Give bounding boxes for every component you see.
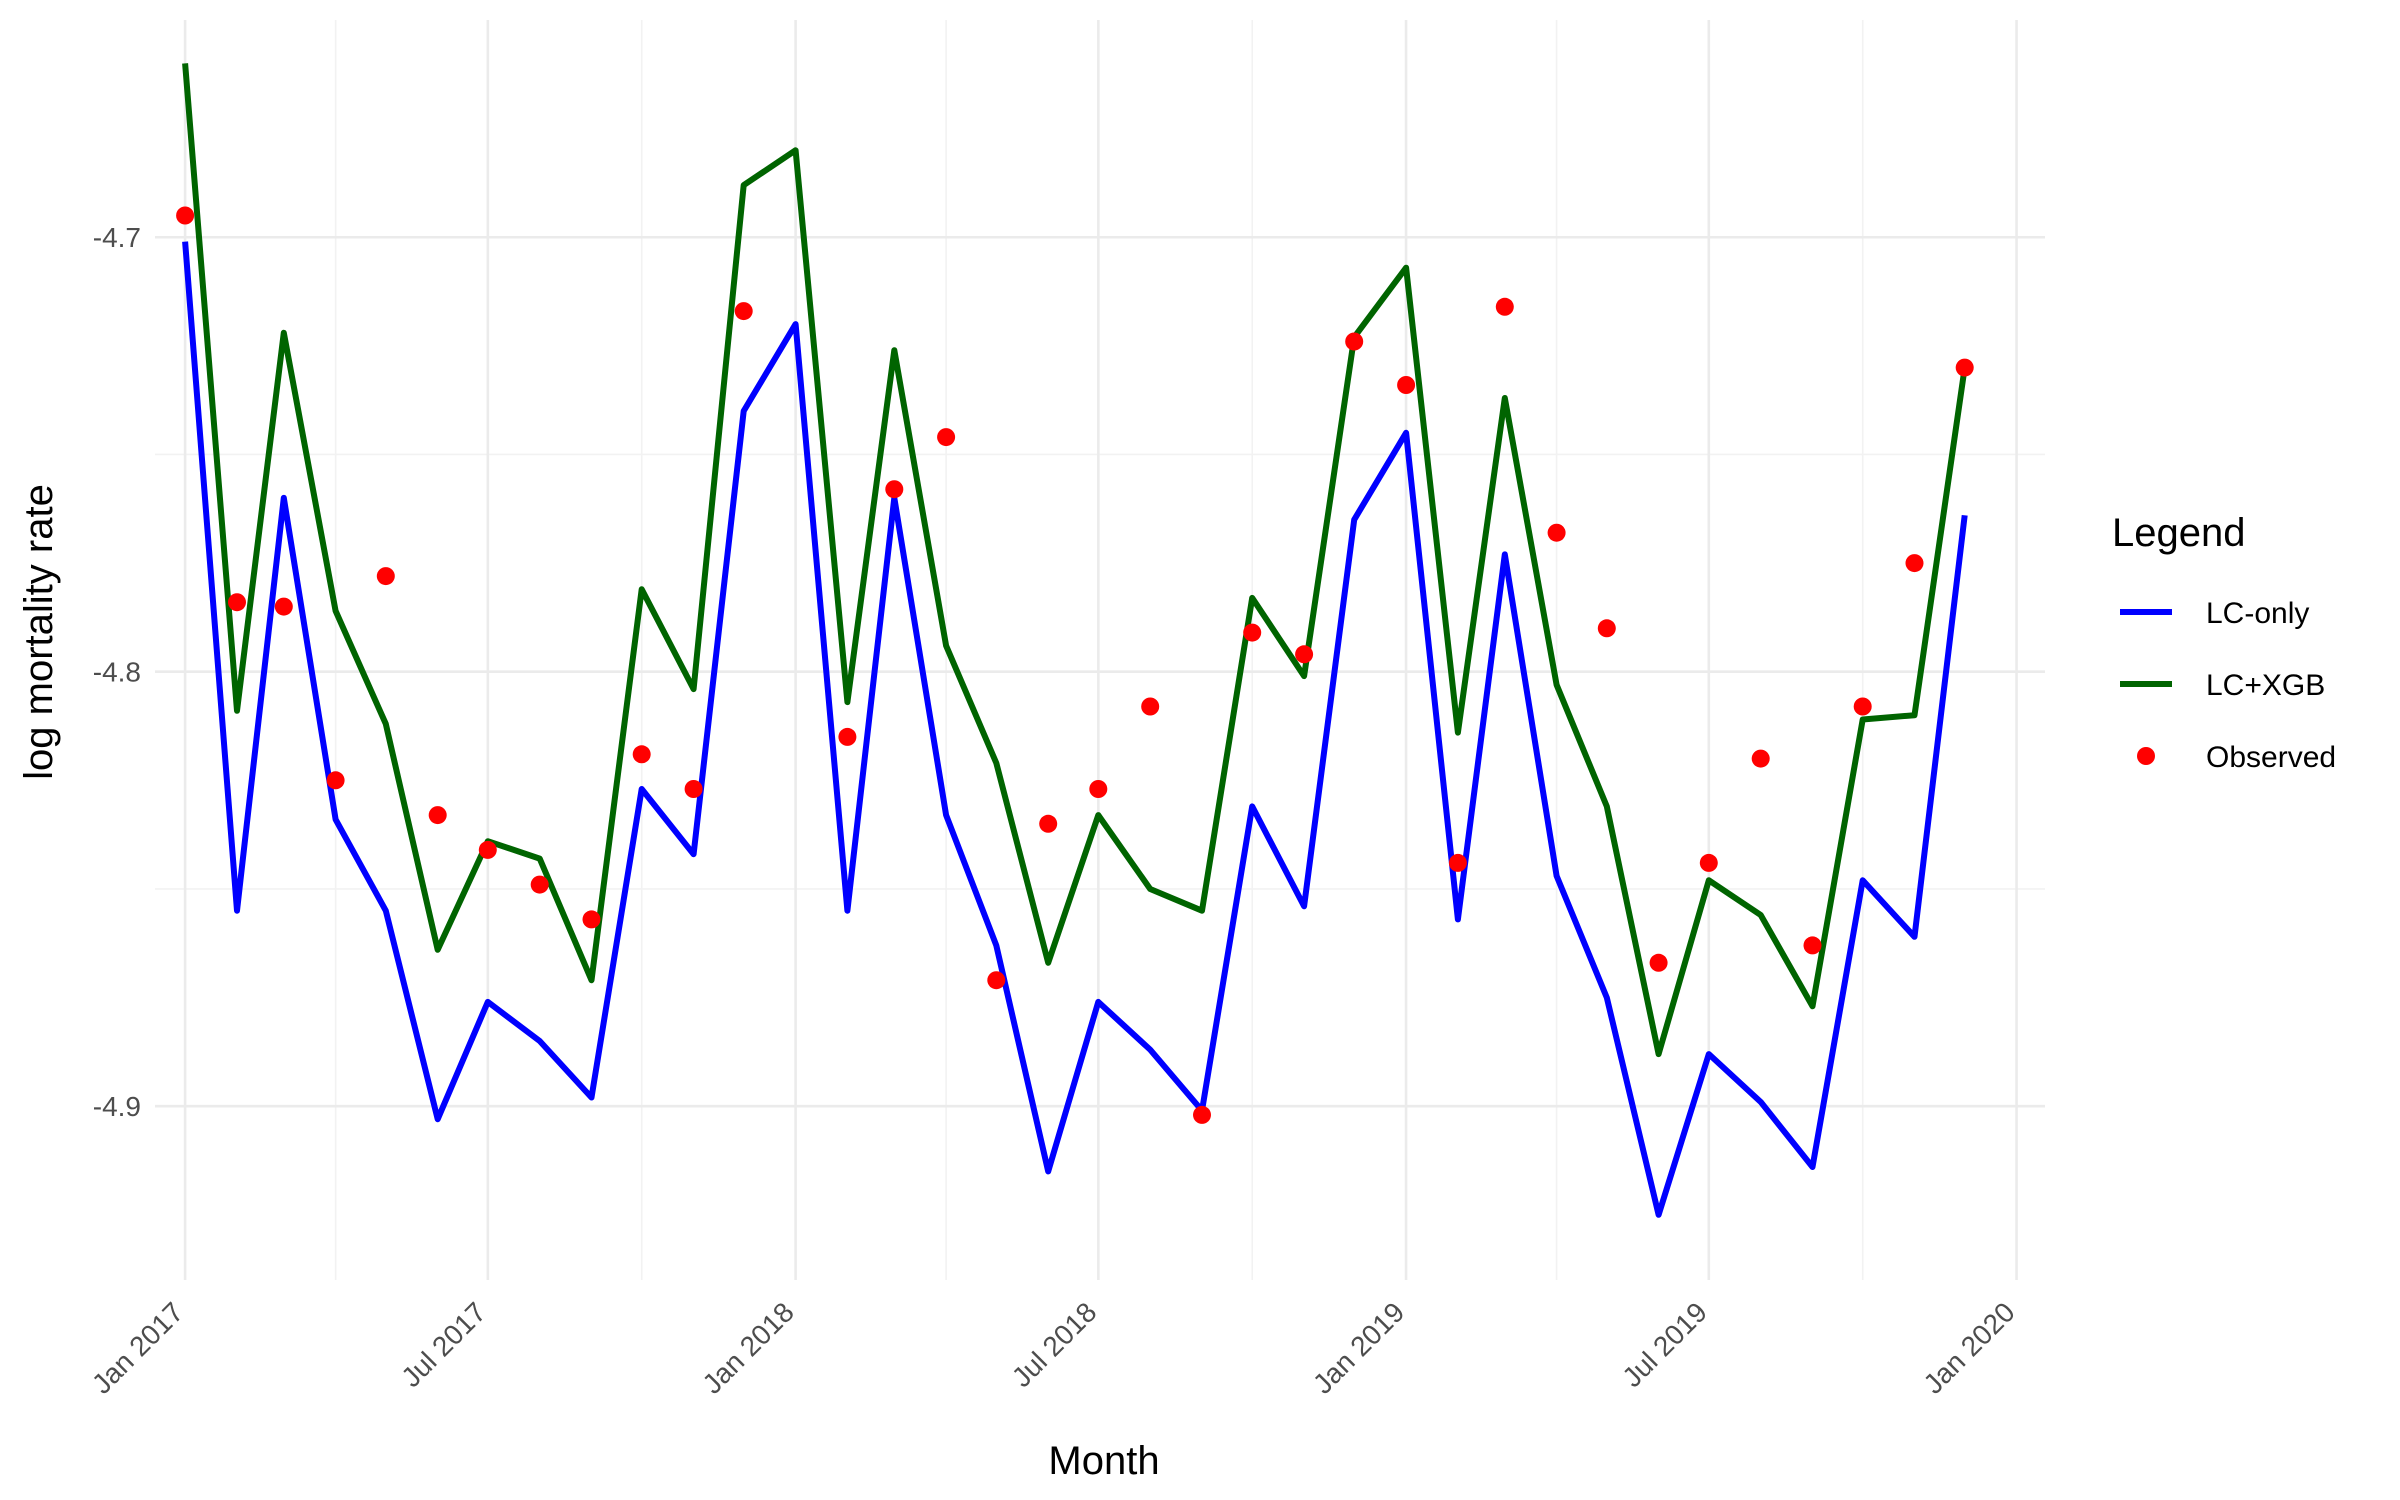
observed-point — [1751, 749, 1770, 768]
legend: Legend LC-only LC+XGB Observed — [2112, 511, 2336, 774]
y-axis-tick-labels: -4.7 -4.8 -4.9 — [93, 222, 141, 1122]
series-line-lc-xgb — [182, 63, 1968, 1058]
observed-point — [937, 428, 956, 447]
observed-point — [1955, 358, 1974, 377]
observed-point — [428, 806, 447, 825]
legend-label: LC+XGB — [2206, 669, 2325, 702]
observed-point — [1649, 953, 1668, 972]
observed-point — [1141, 697, 1160, 716]
observed-point — [734, 302, 753, 321]
observed-point — [1853, 697, 1872, 716]
legend-key-point — [2137, 747, 2155, 765]
legend-item: LC-only — [2120, 597, 2309, 630]
series-lines — [182, 63, 1968, 1218]
legend-item: Observed — [2137, 741, 2336, 774]
observed-point — [530, 875, 549, 894]
x-tick-label: Jul 2019 — [1616, 1296, 1713, 1393]
series-line-lc-only — [182, 241, 1968, 1218]
x-tick-label: Jan 2019 — [1307, 1296, 1410, 1399]
observed-point — [1597, 619, 1616, 638]
observed-point — [838, 727, 857, 746]
observed-point — [478, 840, 497, 859]
observed-point — [1193, 1105, 1211, 1124]
x-tick-label: Jul 2017 — [395, 1296, 492, 1393]
observed-point — [987, 971, 1006, 990]
y-axis-title: log mortality rate — [17, 484, 61, 780]
observed-point — [885, 480, 904, 499]
observed-point — [1803, 936, 1822, 955]
observed-point — [632, 745, 651, 764]
observed-point — [228, 593, 246, 612]
observed-point — [684, 780, 703, 798]
observed-points — [176, 206, 1974, 1124]
observed-point — [1243, 623, 1262, 642]
x-tick-label: Jan 2017 — [86, 1296, 189, 1399]
observed-point — [274, 597, 293, 616]
observed-point — [1345, 332, 1364, 351]
legend-label: Observed — [2206, 741, 2336, 774]
legend-items: LC-only LC+XGB Observed — [2120, 597, 2336, 774]
y-tick-label: -4.9 — [93, 1091, 141, 1122]
y-tick-label: -4.8 — [93, 657, 141, 688]
x-axis-tick-labels: Jan 2017 Jul 2017 Jan 2018 Jul 2018 Jan 2019… — [86, 1296, 2021, 1399]
x-tick-label: Jan 2018 — [696, 1296, 799, 1399]
observed-point — [1295, 645, 1314, 664]
observed-point — [176, 206, 195, 225]
observed-point — [1495, 297, 1514, 316]
observed-point — [1397, 376, 1416, 394]
observed-point — [1905, 554, 1924, 573]
observed-point — [582, 910, 601, 929]
x-axis-title: Month — [1048, 1439, 1159, 1483]
x-tick-label: Jan 2020 — [1917, 1296, 2020, 1399]
observed-point — [1039, 814, 1058, 833]
x-tick-label: Jul 2018 — [1006, 1296, 1103, 1393]
major-gridlines — [155, 20, 2045, 1280]
y-tick-label: -4.7 — [93, 222, 141, 253]
legend-item: LC+XGB — [2120, 669, 2325, 702]
minor-gridlines — [155, 20, 2045, 1280]
legend-label: LC-only — [2206, 597, 2309, 630]
legend-title: Legend — [2112, 511, 2245, 555]
observed-point — [326, 771, 345, 790]
observed-point — [1699, 853, 1718, 872]
observed-point — [1089, 780, 1108, 798]
observed-point — [1448, 853, 1467, 872]
observed-point — [1547, 523, 1566, 542]
observed-point — [376, 567, 395, 586]
